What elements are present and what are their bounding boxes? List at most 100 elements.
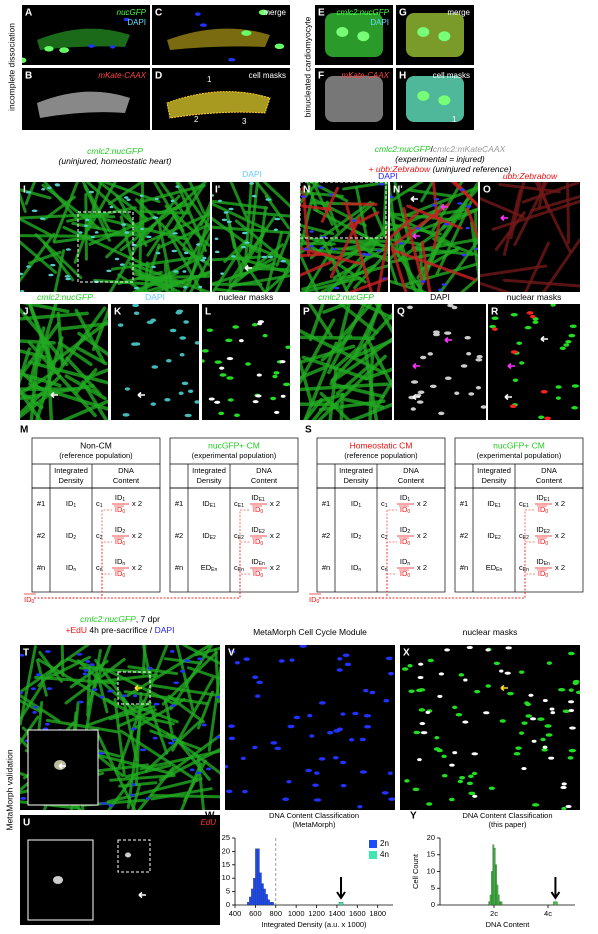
nucleus — [274, 43, 285, 50]
sub-text: ID0 — [538, 569, 549, 579]
nucleus — [568, 708, 575, 713]
nucleus — [122, 413, 130, 417]
nucleus — [312, 783, 319, 787]
nucleus — [544, 416, 551, 420]
chart-title: DNA Content Classification — [462, 811, 552, 820]
sub-text: IDE2 — [536, 525, 550, 535]
subscript: E1 — [495, 503, 501, 509]
row-label: #n — [175, 563, 183, 572]
fiber — [300, 365, 326, 380]
bar — [553, 901, 558, 906]
micrograph — [20, 182, 210, 292]
nucleus — [420, 731, 428, 735]
panel-letter: J — [23, 307, 29, 318]
nucleus — [242, 789, 248, 794]
fiber — [20, 311, 89, 321]
nucleus — [436, 748, 443, 753]
nucleus — [124, 196, 129, 199]
nucleus — [88, 190, 94, 194]
multiplier: x 2 — [132, 531, 142, 540]
nucleus — [524, 325, 532, 330]
fiber — [45, 655, 92, 680]
bar — [255, 848, 258, 906]
micrograph — [400, 645, 580, 810]
multiplier: x 2 — [270, 563, 280, 572]
micrograph — [111, 304, 199, 420]
link — [34, 573, 112, 599]
nucleus — [464, 336, 471, 340]
subscript: 0 — [122, 541, 125, 547]
nucleus — [459, 188, 465, 191]
base: ID — [351, 531, 359, 540]
panel-letter: T — [23, 648, 29, 659]
nucleus — [182, 270, 187, 273]
nucleus — [171, 249, 178, 253]
header-part: nuclear masks — [507, 292, 562, 302]
nucleus — [465, 226, 470, 230]
base: ID — [115, 525, 123, 534]
header: cmlc2:nucGFP/cmlc2:mKateCAAX — [375, 144, 506, 154]
row-label: #1 — [175, 499, 183, 508]
nucleus — [475, 358, 483, 362]
subscript: 2 — [407, 529, 410, 535]
fiber — [300, 250, 319, 292]
nucleus — [35, 673, 42, 677]
nucleus — [427, 352, 433, 356]
fiber — [64, 657, 126, 705]
nucleus — [314, 771, 320, 775]
y-tick-label: 0 — [431, 900, 435, 909]
fiber — [390, 211, 419, 241]
nucleus — [387, 771, 393, 776]
micrograph — [396, 68, 474, 130]
y-tick-label: 15 — [427, 850, 435, 859]
nucleus — [169, 328, 177, 333]
base: ID — [115, 505, 123, 514]
nucleus — [198, 285, 203, 289]
nucleus — [307, 713, 313, 718]
x-tick-label: 1600 — [349, 909, 366, 918]
subscript: 0 — [260, 509, 263, 515]
fiber — [140, 715, 175, 726]
nucleus — [274, 746, 282, 751]
nucleus — [542, 698, 548, 703]
panel-label: nucGFP — [117, 8, 147, 17]
nucleus — [318, 757, 326, 761]
base: ED — [486, 563, 497, 572]
nucleus — [64, 275, 71, 278]
subscript: 0 — [407, 541, 410, 547]
panel-letter: L — [205, 307, 211, 318]
panel-letter: Y — [410, 811, 417, 822]
nucleus — [280, 259, 287, 263]
nucleus — [568, 748, 577, 753]
nucleus — [166, 359, 172, 363]
fiber — [98, 673, 159, 683]
fiber — [182, 247, 210, 267]
legend-swatch — [369, 851, 377, 859]
fiber — [480, 196, 525, 219]
nucleus — [444, 376, 452, 381]
sub-text: ID0 — [400, 505, 411, 515]
nucleus — [261, 255, 268, 259]
fiber — [76, 659, 136, 712]
table-body-box — [316, 487, 446, 593]
panel-label: cell masks — [433, 71, 470, 80]
nucleus — [351, 219, 357, 222]
base: c — [96, 499, 100, 508]
nucleus — [179, 353, 185, 357]
nucleus — [44, 45, 54, 52]
fiber — [20, 321, 61, 380]
nucleus — [126, 198, 131, 202]
y-tick-label: 25 — [222, 833, 230, 842]
fiber — [34, 233, 83, 280]
nucleus — [50, 263, 56, 267]
sub-text: cE1 — [234, 499, 244, 509]
fiber — [117, 273, 147, 292]
nucleus — [252, 400, 259, 404]
roi-box — [77, 211, 134, 283]
fiber — [20, 645, 90, 694]
fiber — [61, 399, 108, 420]
nucleus — [194, 341, 199, 345]
multiplier: x 2 — [417, 499, 427, 508]
nucleus — [510, 312, 518, 317]
column-header: Density — [58, 476, 83, 485]
